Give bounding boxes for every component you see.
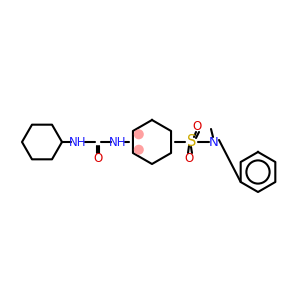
Text: O: O (184, 152, 194, 164)
Text: N: N (209, 136, 219, 148)
Text: NH: NH (69, 136, 87, 148)
Circle shape (134, 145, 144, 155)
Text: O: O (93, 152, 103, 164)
Text: S: S (187, 134, 197, 149)
Text: O: O (192, 121, 202, 134)
Circle shape (134, 129, 144, 139)
Text: NH: NH (109, 136, 127, 148)
